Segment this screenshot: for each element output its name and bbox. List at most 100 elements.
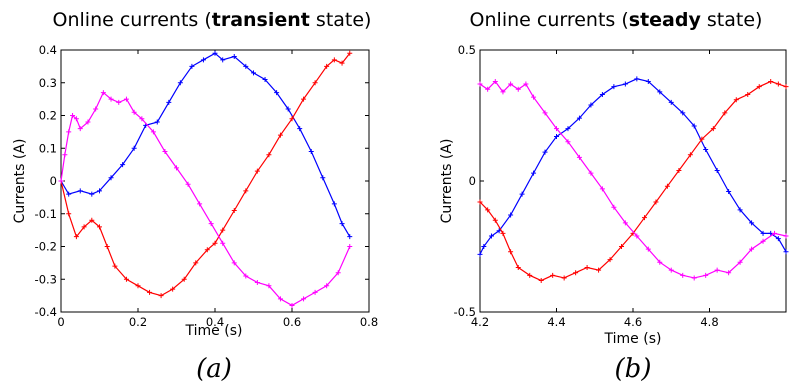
chart-steady-series-1-point	[561, 275, 567, 281]
chart-transient-series-0-point	[308, 149, 314, 155]
chart-steady-series-2-point	[531, 94, 537, 100]
chart-transient-series-1-point	[324, 63, 330, 69]
chart-transient-series-2-point	[324, 283, 330, 289]
chart-steady-series-2-point	[485, 86, 491, 92]
chart-steady-series-2-point	[523, 81, 529, 87]
chart-transient-series-1-point	[112, 263, 118, 269]
chart-steady-series-2-point	[726, 270, 732, 276]
chart-transient-series-2-point	[289, 302, 295, 308]
chart-transient-series-1-point	[104, 244, 110, 249]
chart-transient-series-2-line	[60, 91, 351, 307]
caption-b: (b)	[615, 354, 652, 384]
chart-steady-series-1-point	[775, 81, 781, 87]
chart-steady-series-0-point	[519, 191, 525, 197]
chart-transient-series-0-point	[339, 221, 345, 227]
chart-steady-series-0-line	[479, 78, 787, 255]
chart-transient-ytick-label: -0.4	[35, 305, 57, 319]
chart-steady-series-2-line	[479, 80, 787, 279]
chart-transient-series-1-point	[147, 289, 153, 295]
chart-transient-series-0-point	[285, 106, 291, 112]
chart-transient-series-1-point	[243, 188, 249, 194]
caption-a: (a)	[196, 354, 232, 384]
chart-transient-ytick-label: -0.3	[35, 272, 57, 286]
chart-transient-series-2-point	[77, 126, 83, 132]
chart-transient-series-0-point	[120, 162, 126, 168]
chart-steady-series-2-point	[714, 267, 720, 273]
chart-steady-series-1-point	[492, 217, 498, 223]
chart-steady-series-0-point	[749, 220, 755, 226]
chart-steady-series-1-point	[485, 207, 491, 213]
chart-steady-axes: 4.2 4.4 4.6 4.8 -0.5 0 0.5	[454, 43, 786, 329]
chart-transient-series-0-point	[331, 201, 337, 207]
chart-transient-series-1-point	[312, 80, 318, 86]
chart-transient-series-0-point	[108, 175, 114, 181]
chart-transient-series-1-point	[301, 96, 307, 102]
chart-steady-series-1-point	[477, 199, 483, 205]
chart-transient-series-2-point	[243, 273, 249, 279]
chart-transient-series-1-point	[97, 224, 102, 230]
chart-steady-series-0-point	[737, 207, 743, 213]
chart-transient-ytick-label: 0.3	[39, 76, 57, 90]
chart-steady-series-0-point	[554, 133, 559, 139]
chart-steady-series-2-point	[760, 238, 766, 244]
chart-transient-ytick-label: 0.4	[39, 43, 57, 57]
chart-steady-series-1-point	[768, 78, 774, 84]
chart-steady-series-0-point	[531, 170, 537, 176]
chart-transient-series-0-point	[220, 57, 226, 63]
chart-steady-series-1-point	[584, 264, 590, 270]
chart-transient-xtick-label: 0.8	[360, 315, 378, 329]
chart-steady-series-0-point	[508, 212, 514, 218]
chart-transient-series-2-point	[66, 129, 72, 135]
chart-transient-series-2-point	[85, 119, 91, 125]
chart-steady-series-0-point	[668, 99, 674, 105]
chart-transient-xtick-label: 0.4	[206, 315, 224, 329]
chart-transient-series-2-point	[100, 90, 106, 96]
chart-steady-series-1-point	[500, 230, 506, 236]
chart-transient-plot-area	[60, 49, 370, 313]
chart-steady-series-1-point	[641, 215, 647, 221]
chart-transient-series-2-point	[58, 178, 64, 184]
chart-transient-series-2-point	[266, 283, 272, 289]
chart-transient-series-2-point	[108, 96, 114, 102]
chart-transient-series-1-point	[123, 276, 129, 282]
chart-transient-series-0-point	[251, 70, 256, 76]
chart-steady-series-0-point	[703, 147, 709, 153]
chart-transient-series-1-point	[231, 207, 237, 213]
chart-transient-xtick-label: 0	[57, 315, 64, 329]
chart-transient-title: Online currents (transient state)	[53, 9, 372, 31]
chart-transient-series-0-point	[347, 234, 353, 240]
chart-transient-series-0-line	[60, 52, 351, 238]
chart-steady-xtick-label: 4.8	[700, 315, 718, 329]
chart-transient-series-2-point	[131, 109, 137, 115]
chart-steady-series-group	[477, 76, 789, 284]
chart-transient-series-0-point	[262, 76, 268, 82]
chart-transient-series-2-point	[277, 296, 283, 302]
chart-transient-series-0-point	[231, 54, 237, 60]
chart-transient-series-2-point	[70, 113, 76, 118]
chart-steady-ytick-label: 0.5	[458, 43, 476, 57]
chart-steady-series-0-point	[783, 249, 789, 255]
chart-transient-series-1-point	[347, 50, 353, 56]
chart-transient-series-0-point	[177, 80, 183, 86]
chart-transient-series-1-point	[81, 224, 87, 230]
chart-steady-series-2-point	[691, 275, 697, 281]
chart-steady-series-1-line	[479, 80, 787, 282]
chart-steady-series-1-point	[508, 249, 514, 255]
chart-transient-series-2-point	[150, 129, 156, 135]
chart-transient-series-2-point	[197, 201, 203, 207]
chart-transient-series-0-point	[131, 145, 137, 151]
chart-steady: Online currents (steady state) 4.2 4.4 4.6…	[439, 9, 789, 384]
chart-transient-xlabel: Time (s)	[185, 323, 243, 339]
chart-transient-ytick-label: -0.1	[35, 207, 57, 221]
chart-transient-series-2-point	[62, 152, 68, 158]
chart-transient-series-1-point	[135, 283, 141, 289]
chart-steady-series-2-point	[599, 186, 605, 192]
chart-transient-series-2-point	[73, 116, 79, 122]
chart-transient-series-2-point	[231, 260, 237, 266]
chart-steady-series-0-point	[611, 84, 617, 90]
chart-transient-series-0-point	[320, 175, 326, 181]
chart-transient-series-1-point	[170, 286, 176, 292]
chart-transient-series-0-point	[154, 119, 160, 125]
chart-transient-series-0-point	[297, 126, 303, 132]
